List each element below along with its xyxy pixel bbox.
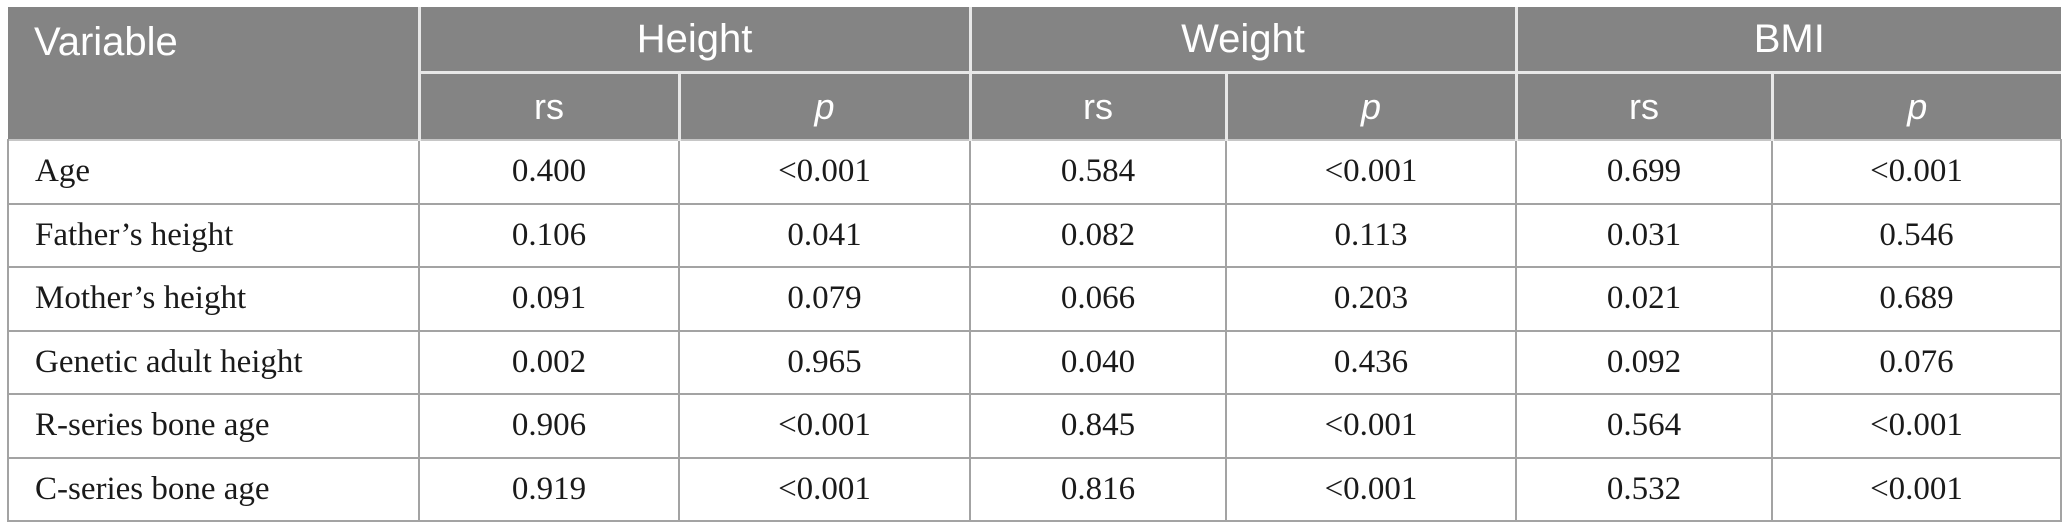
- variable-cell: R-series bone age: [7, 393, 420, 459]
- table-header: Variable Height Weight BMI rs p rs p rs …: [8, 7, 2061, 140]
- correlation-table: Variable Height Weight BMI rs p rs p rs …: [7, 7, 2062, 522]
- value-cell: 0.699: [1515, 139, 1773, 205]
- value-cell: 0.091: [418, 266, 680, 332]
- header-sub-row: rs p rs p rs p: [8, 72, 2061, 140]
- value-cell: 0.021: [1515, 266, 1773, 332]
- value-cell: <0.001: [1225, 139, 1517, 205]
- value-cell: 0.106: [418, 202, 680, 268]
- value-cell: <0.001: [678, 393, 971, 459]
- value-cell: 0.113: [1225, 202, 1517, 268]
- value-cell: 0.079: [678, 266, 971, 332]
- value-cell: 0.906: [418, 393, 680, 459]
- table-row: Genetic adult height 0.002 0.965 0.040 0…: [7, 329, 2062, 395]
- table-row: R-series bone age 0.906 <0.001 0.845 <0.…: [7, 393, 2062, 459]
- variable-cell: Father’s height: [7, 202, 420, 268]
- header-group-height: Height: [417, 7, 970, 74]
- variable-cell: Age: [7, 139, 420, 205]
- value-cell: 0.076: [1771, 329, 2062, 395]
- value-cell: 0.965: [678, 329, 971, 395]
- header-weight-p: p: [1224, 72, 1516, 140]
- value-cell: 0.040: [969, 329, 1227, 395]
- value-cell: 0.919: [418, 456, 680, 522]
- value-cell: 0.092: [1515, 329, 1773, 395]
- header-bmi-p: p: [1770, 72, 2061, 140]
- value-cell: 0.400: [418, 139, 680, 205]
- variable-cell: Mother’s height: [7, 266, 420, 332]
- value-cell: <0.001: [678, 139, 971, 205]
- header-group-bmi: BMI: [1514, 7, 2061, 74]
- value-cell: 0.436: [1225, 329, 1517, 395]
- table-row: Age 0.400 <0.001 0.584 <0.001 0.699 <0.0…: [7, 139, 2062, 205]
- table-row: C-series bone age 0.919 <0.001 0.816 <0.…: [7, 456, 2062, 522]
- value-cell: 0.203: [1225, 266, 1517, 332]
- value-cell: 0.845: [969, 393, 1227, 459]
- header-height-rs: rs: [417, 72, 679, 140]
- value-cell: 0.564: [1515, 393, 1773, 459]
- table-row: Mother’s height 0.091 0.079 0.066 0.203 …: [7, 266, 2062, 332]
- variable-cell: C-series bone age: [7, 456, 420, 522]
- value-cell: 0.066: [969, 266, 1227, 332]
- value-cell: 0.031: [1515, 202, 1773, 268]
- table-row: Father’s height 0.106 0.041 0.082 0.113 …: [7, 202, 2062, 268]
- value-cell: 0.532: [1515, 456, 1773, 522]
- header-variable: Variable: [8, 7, 419, 140]
- value-cell: 0.082: [969, 202, 1227, 268]
- value-cell: <0.001: [1771, 393, 2062, 459]
- table-body: Age 0.400 <0.001 0.584 <0.001 0.699 <0.0…: [7, 139, 2062, 522]
- header-group-row: Variable Height Weight BMI: [8, 7, 2061, 140]
- value-cell: 0.002: [418, 329, 680, 395]
- value-cell: <0.001: [1225, 456, 1517, 522]
- value-cell: 0.689: [1771, 266, 2062, 332]
- value-cell: 0.584: [969, 139, 1227, 205]
- header-group-weight: Weight: [968, 7, 1516, 74]
- value-cell: <0.001: [1225, 393, 1517, 459]
- variable-cell: Genetic adult height: [7, 329, 420, 395]
- value-cell: <0.001: [678, 456, 971, 522]
- correlation-table-container: Variable Height Weight BMI rs p rs p rs …: [7, 7, 2062, 522]
- value-cell: 0.816: [969, 456, 1227, 522]
- header-height-p: p: [677, 72, 970, 140]
- value-cell: <0.001: [1771, 139, 2062, 205]
- value-cell: 0.041: [678, 202, 971, 268]
- header-bmi-rs: rs: [1514, 72, 1772, 140]
- value-cell: <0.001: [1771, 456, 2062, 522]
- value-cell: 0.546: [1771, 202, 2062, 268]
- header-weight-rs: rs: [968, 72, 1226, 140]
